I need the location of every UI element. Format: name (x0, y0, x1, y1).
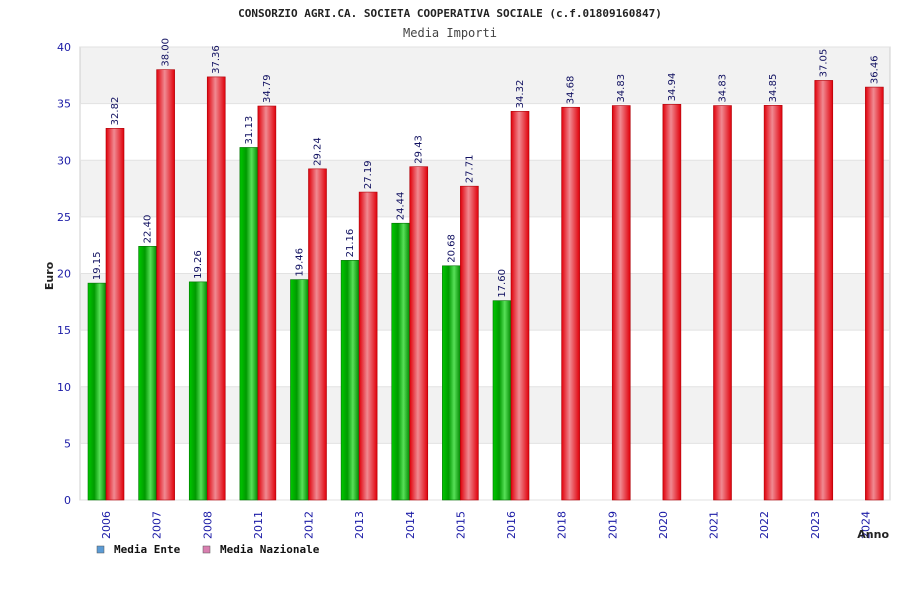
bar-media-nazionale (308, 168, 327, 501)
bar-value-label: 22.40 (143, 215, 154, 244)
chart-subtitle: Media Importi (403, 26, 497, 40)
x-tick-label: 2014 (404, 511, 417, 539)
bar-value-label: 27.19 (363, 160, 374, 189)
y-axis-ticks: 0 5 10 15 20 25 30 35 40 (57, 41, 71, 507)
legend-swatch-media-ente (96, 545, 105, 554)
bar-media-nazionale (156, 69, 175, 501)
bar-media-ente (340, 260, 360, 501)
x-tick-label: 2015 (454, 511, 467, 539)
x-tick-label: 2011 (252, 511, 265, 539)
bar-media-nazionale (409, 166, 429, 501)
bar-value-label: 34.68 (566, 76, 577, 105)
bar-media-nazionale (611, 105, 631, 501)
x-tick-label: 2021 (708, 511, 721, 539)
bar-media-ente (391, 222, 411, 501)
y-tick-label: 0 (64, 494, 71, 507)
bar-value-label: 34.79 (262, 74, 273, 103)
legend-label-media-nazionale: Media Nazionale (220, 543, 320, 556)
bar-value-label: 37.05 (819, 49, 830, 78)
bar-media-nazionale (257, 105, 277, 501)
bar-value-label: 34.83 (718, 74, 729, 103)
y-tick-label: 30 (57, 154, 71, 167)
bar-media-ente (188, 281, 208, 501)
bar-media-nazionale (865, 86, 884, 501)
bar-media-nazionale (206, 76, 226, 501)
y-tick-label: 5 (64, 437, 71, 450)
bar-media-nazionale (763, 105, 783, 501)
x-tick-label: 2016 (505, 511, 518, 539)
y-tick-label: 25 (57, 211, 71, 224)
bar-value-label: 29.43 (414, 135, 425, 164)
x-tick-label: 2019 (606, 511, 619, 539)
bar-media-ente (290, 279, 309, 501)
bar-value-label: 17.60 (497, 269, 508, 298)
bar-value-label: 19.46 (295, 248, 306, 277)
bar-value-label: 38.00 (161, 38, 172, 67)
y-tick-label: 10 (57, 381, 71, 394)
x-tick-label: 2023 (809, 511, 822, 539)
bar-value-label: 34.85 (768, 74, 779, 103)
x-tick-label: 2022 (758, 511, 771, 539)
x-axis-ticks: 2006 2007 2008 2011 2012 2013 2014 2015 2016 2018… (100, 511, 872, 539)
bar-media-nazionale (358, 191, 378, 501)
bar-media-ente (442, 265, 461, 501)
chart-title: CONSORZIO AGRI.CA. SOCIETA COOPERATIVA S… (238, 7, 662, 20)
bar-media-nazionale (713, 105, 732, 501)
bar-media-ente (138, 246, 157, 501)
bar-media-ente (87, 282, 107, 501)
y-tick-label: 35 (57, 98, 71, 111)
bar-value-label: 19.26 (193, 250, 204, 279)
bar-media-nazionale (510, 111, 530, 501)
legend-label-media-ente: Media Ente (114, 543, 181, 556)
bar-value-label: 24.44 (396, 192, 407, 221)
bar-value-label: 32.82 (110, 97, 121, 126)
legend-swatch-media-nazionale (202, 545, 211, 554)
x-tick-label: 2012 (303, 511, 316, 539)
y-axis-label: Euro (43, 261, 56, 290)
bar-value-label: 36.46 (869, 55, 880, 84)
y-tick-label: 15 (57, 324, 71, 337)
bar-value-label: 34.94 (667, 73, 678, 102)
x-tick-label: 2013 (353, 511, 366, 539)
x-tick-label: 2006 (100, 511, 113, 539)
bar-value-label: 34.83 (616, 74, 627, 103)
x-tick-label: 2007 (151, 511, 164, 539)
bar-media-ente (239, 147, 259, 501)
bar-value-label: 19.15 (92, 251, 103, 280)
legend: Media Ente Media Nazionale (96, 543, 320, 556)
bar-value-label: 31.13 (244, 116, 255, 145)
bar-value-label: 27.71 (464, 155, 475, 184)
y-tick-label: 20 (57, 268, 71, 281)
bar-value-label: 21.16 (345, 229, 356, 258)
bar-value-labels: 19.15 32.82 22.40 38.00 19.26 37.36 31.13 34.79… (92, 38, 880, 298)
bar-value-label: 29.24 (313, 137, 324, 166)
bar-media-nazionale (105, 128, 125, 501)
bar-value-label: 20.68 (446, 234, 457, 263)
bars (87, 69, 884, 501)
bar-media-nazionale (814, 80, 834, 501)
x-tick-label: 2008 (201, 511, 214, 539)
bar-value-label: 34.32 (515, 80, 526, 109)
bar-value-label: 37.36 (211, 45, 222, 74)
bar-media-ente (492, 300, 512, 501)
y-tick-label: 40 (57, 41, 71, 54)
x-tick-label: 2024 (859, 511, 872, 539)
bar-media-nazionale (460, 185, 479, 501)
bar-media-nazionale (561, 106, 580, 501)
x-tick-label: 2020 (657, 511, 670, 539)
x-axis-label: Anno (857, 528, 889, 541)
x-tick-label: 2018 (556, 511, 569, 539)
bar-media-nazionale (662, 104, 682, 501)
